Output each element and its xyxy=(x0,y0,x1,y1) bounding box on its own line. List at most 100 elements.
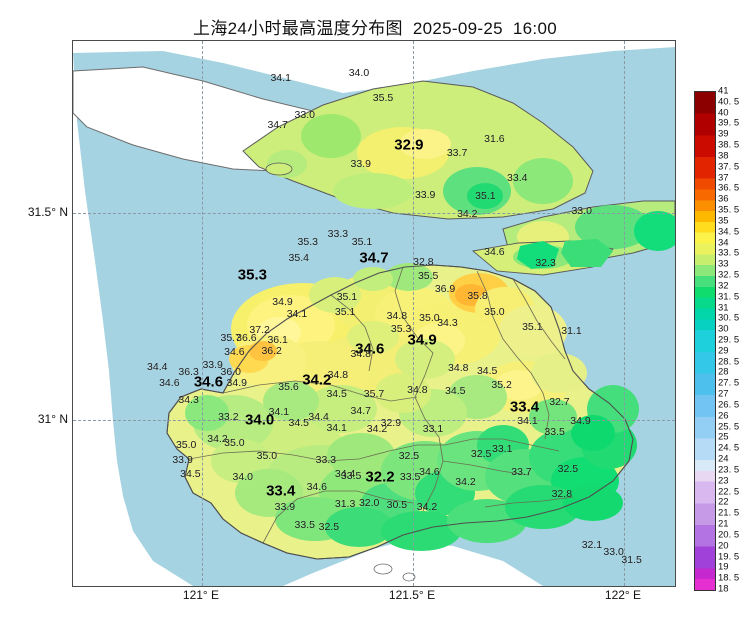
station-value: 34.6 xyxy=(193,373,224,391)
station-value: 34.4 xyxy=(147,360,168,373)
colorbar-tick: 34 xyxy=(718,237,729,249)
station-value: 31.1 xyxy=(561,324,582,337)
station-value: 33.5 xyxy=(294,518,315,531)
station-value: 32.5 xyxy=(398,450,420,463)
station-value: 35.1 xyxy=(334,306,356,319)
station-value: 34.2 xyxy=(207,432,228,445)
station-value: 31.3 xyxy=(334,498,356,511)
station-value: 34.6 xyxy=(419,465,440,478)
colorbar-tick: 30. 5 xyxy=(718,312,740,324)
axis-tick-lon-122: 122° E xyxy=(604,588,642,602)
gridline-lat-31 xyxy=(73,420,675,421)
station-value: 34.8 xyxy=(407,383,428,396)
station-value: 34.3 xyxy=(437,317,458,330)
colorbar-tick: 38. 5 xyxy=(718,139,740,151)
colorbar-tick: 36. 5 xyxy=(718,182,740,194)
colorbar-tick: 32. 5 xyxy=(718,269,740,281)
colorbar-tick: 33 xyxy=(718,258,729,270)
colorbar-tick: 30 xyxy=(718,323,729,335)
station-value: 34.2 xyxy=(455,476,476,489)
station-value: 34.8 xyxy=(350,348,371,361)
station-value: 32.8 xyxy=(413,255,434,268)
map-plot-area[interactable]: 34.1 34.0 35.5 33.0 34.7 32.9 33.9 33.7 31.6 33.4… xyxy=(72,40,676,587)
colorbar-tick: 35 xyxy=(718,215,729,227)
colorbar-tick: 25 xyxy=(718,431,729,443)
colorbar-tick: 40. 5 xyxy=(718,96,740,108)
station-value: 33.0 xyxy=(294,108,315,121)
station-value: 33.7 xyxy=(446,146,468,159)
colorbar-tick: 26 xyxy=(718,410,729,422)
colorbar-tick: 32 xyxy=(718,280,729,292)
station-value: 34.3 xyxy=(178,393,199,406)
station-value: 34.5 xyxy=(180,468,201,481)
station-value: 34.1 xyxy=(326,421,347,434)
station-value: 33.3 xyxy=(315,453,337,466)
station-value: 33.5 xyxy=(399,471,421,483)
station-value: 34.1 xyxy=(268,405,290,418)
station-value: 34.1 xyxy=(517,415,538,428)
station-value: 32.7 xyxy=(549,395,570,408)
station-value: 33.1 xyxy=(422,423,444,436)
colorbar-tick: 38 xyxy=(718,150,729,162)
colorbar-tick: 22. 5 xyxy=(718,486,740,498)
station-value: 34.5 xyxy=(326,388,347,401)
station-value: 35.2 xyxy=(491,379,512,392)
station-value: 32.5 xyxy=(318,521,340,534)
station-value: 35.5 xyxy=(417,270,439,283)
station-value: 33.4 xyxy=(509,398,540,416)
station-value: 34.2 xyxy=(416,500,438,513)
station-value: 34.8 xyxy=(448,362,469,374)
colorbar-tick: 23 xyxy=(718,475,729,487)
station-value: 33.9 xyxy=(414,188,436,201)
station-value: 33.0 xyxy=(571,205,592,218)
station-value: 35.4 xyxy=(288,251,309,264)
colorbar-tick: 37. 5 xyxy=(718,161,740,173)
gridline-lon-121-5 xyxy=(413,41,414,586)
station-value: 32.9 xyxy=(394,136,424,154)
station-value: 36.2 xyxy=(261,344,282,357)
colorbar-tick: 35. 5 xyxy=(718,204,740,216)
station-value: 34.5 xyxy=(445,384,466,397)
gridline-lon-122 xyxy=(624,41,625,586)
station-value: 31.5 xyxy=(621,553,642,566)
station-value: 33.5 xyxy=(544,426,565,439)
station-value: 35.8 xyxy=(467,290,488,303)
temperature-contour-map xyxy=(73,41,675,586)
station-value: 33.9 xyxy=(274,500,296,513)
station-value: 34.4 xyxy=(308,411,329,424)
axis-tick-lat-31-5: 31.5° N xyxy=(27,205,68,219)
station-value: 34.9 xyxy=(272,295,293,308)
colorbar-tick: 31 xyxy=(718,302,729,314)
station-value: 34.0 xyxy=(232,471,253,483)
station-value: 34.1 xyxy=(270,72,291,85)
station-value: 34.4 xyxy=(334,468,356,481)
colorbar-tick: 36 xyxy=(718,193,729,205)
station-value: 33.9 xyxy=(202,359,223,372)
station-value: 35.0 xyxy=(256,450,278,463)
colorbar-tick: 33. 5 xyxy=(718,247,740,259)
station-value: 35.5 xyxy=(372,92,394,105)
axis-tick-lon-121: 121° E xyxy=(182,588,220,602)
station-value: 34.2 xyxy=(302,371,332,389)
colorbar-tick: 34. 5 xyxy=(718,226,740,238)
station-value: 35.1 xyxy=(336,291,358,304)
station-value: 35.3 xyxy=(297,235,318,248)
station-value: 34.2 xyxy=(366,423,388,436)
colorbar-tick: 25. 5 xyxy=(718,421,740,433)
station-value: 35.3 xyxy=(237,266,267,284)
station-value: 32.2 xyxy=(365,468,395,486)
station-value: 35.1 xyxy=(475,190,496,203)
station-value: 34.8 xyxy=(386,310,408,323)
station-value: 35.0 xyxy=(484,306,505,319)
station-value: 33.7 xyxy=(511,465,532,478)
station-value: 34.5 xyxy=(476,364,498,377)
station-value: 34.6 xyxy=(224,345,245,358)
colorbar-tick: 39 xyxy=(718,128,729,140)
station-value: 34.6 xyxy=(306,480,328,493)
station-value: 32.1 xyxy=(581,539,603,552)
colorbar-tick: 40 xyxy=(718,107,729,119)
colorbar-tick: 22 xyxy=(718,496,729,508)
station-value: 35.7 xyxy=(220,332,241,345)
colorbar-tick: 39. 5 xyxy=(718,117,740,129)
colorbar-tick: 20. 5 xyxy=(718,529,740,541)
